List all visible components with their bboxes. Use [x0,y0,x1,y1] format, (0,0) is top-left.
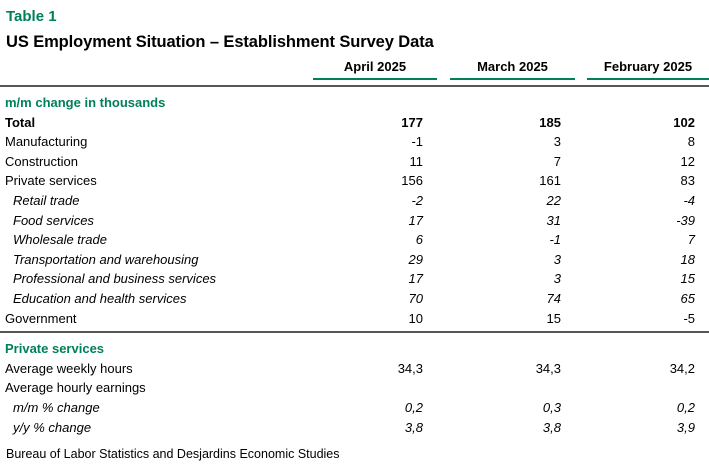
row-label: Total [5,114,36,130]
cell-value: 3 [553,271,561,287]
table-row: y/y % change 3,8 3,8 3,9 [0,418,709,438]
cell-value: 29 [408,251,423,267]
cell-value: 102 [673,114,695,130]
cell-value: 0,2 [404,399,423,415]
row-label: Retail trade [13,192,80,208]
table-row: Manufacturing -1 3 8 [0,132,709,152]
section-header: Private services [5,341,105,357]
table-row: Average weekly hours 34,3 34,3 34,2 [0,359,709,379]
cell-value: -5 [683,310,695,326]
cell-value: 34,3 [535,360,561,376]
cell-value: 7 [553,153,561,169]
table-row: Average hourly earnings [0,378,709,398]
row-label: Average hourly earnings [5,380,146,396]
cell-value: 8 [687,134,695,150]
row-label: Construction [5,153,78,169]
row-label: y/y % change [13,419,92,435]
cell-value: 3,9 [676,419,695,435]
cell-value: 70 [408,290,423,306]
cell-value: 34,3 [397,360,423,376]
row-label: Manufacturing [5,134,88,150]
section-header: m/m change in thousands [5,95,166,110]
cell-value: 0,3 [542,399,561,415]
cell-value: 17 [408,271,423,287]
cell-value: 3 [553,134,561,150]
cell-value: -2 [411,192,423,208]
middle-divider [0,331,709,334]
cell-value: 11 [409,153,424,169]
cell-value: 6 [415,232,423,248]
table-row: Retail trade -2 22 -4 [0,191,709,211]
section-rows: Total 177 185 102 Manufacturing -1 3 8 Construct… [0,113,709,329]
row-label: Private services [5,173,97,189]
top-divider [0,85,709,87]
cell-value: -1 [549,232,561,248]
cell-value: 34,2 [669,360,695,376]
row-label: Government [5,310,77,326]
cell-value: 15 [546,310,561,326]
cell-value: 31 [546,212,561,228]
cell-value: 18 [680,251,695,267]
cell-value: 156 [401,173,423,189]
row-label: Food services [13,212,94,228]
cell-value: 3,8 [404,419,423,435]
table-row: Education and health services 70 74 65 [0,289,709,309]
cell-value: 65 [680,290,695,306]
cell-value: 17 [408,212,423,228]
cell-value: 15 [680,271,695,287]
page-title: US Employment Situation – Establishment … [6,33,434,51]
cell-value: 83 [680,173,695,189]
cell-value: 10 [408,310,423,326]
row-label: Education and health services [13,290,187,306]
table-number-label: Table 1 [6,8,57,25]
cell-value: -1 [411,134,423,150]
row-label: Average weekly hours [5,360,133,376]
table-row: Professional and business services 17 3 15 [0,269,709,289]
row-label: Transportation and warehousing [13,251,199,267]
row-label: Professional and business services [13,271,217,287]
section-private-services: Private services Average weekly hours 34,… [0,333,709,437]
cell-value [587,378,709,398]
table-row: Food services 17 31 -39 [0,211,709,231]
cell-value: 22 [546,192,561,208]
cell-value: 161 [539,173,561,189]
column-header-row: April 2025 March 2025 February 2025 [0,59,709,80]
table-row: Government 10 15 -5 [0,309,709,329]
cell-value: 3,8 [542,419,561,435]
table-row: m/m % change 0,2 0,3 0,2 [0,398,709,418]
cell-value: 3 [553,251,561,267]
cell-value [313,378,437,398]
cell-value: 185 [539,114,561,130]
cell-value: 177 [401,114,423,130]
cell-value: 7 [687,232,695,248]
row-label: Wholesale trade [13,232,107,248]
table-row: Wholesale trade 6 -1 7 [0,230,709,250]
cell-value: 0,2 [676,399,695,415]
table-row: Transportation and warehousing 29 3 18 [0,250,709,270]
column-header-february-2025: February 2025 [587,59,709,80]
cell-value: -39 [676,212,695,228]
section-mm-change: m/m change in thousands Total 177 185 102 Ma… [0,87,709,328]
cell-value: 74 [546,290,561,306]
section-rows: Average weekly hours 34,3 34,3 34,2 Average … [0,359,709,437]
table-row: Private services 156 161 83 [0,171,709,191]
table-row: Construction 11 7 12 [0,152,709,172]
table-row: Total 177 185 102 [0,113,709,133]
source-note: Bureau of Labor Statistics and Desjardin… [6,447,340,462]
cell-value [450,378,575,398]
cell-value: -4 [683,192,695,208]
column-header-april-2025: April 2025 [313,59,437,80]
row-label: m/m % change [13,399,100,415]
column-header-march-2025: March 2025 [450,59,575,80]
cell-value: 12 [680,153,695,169]
